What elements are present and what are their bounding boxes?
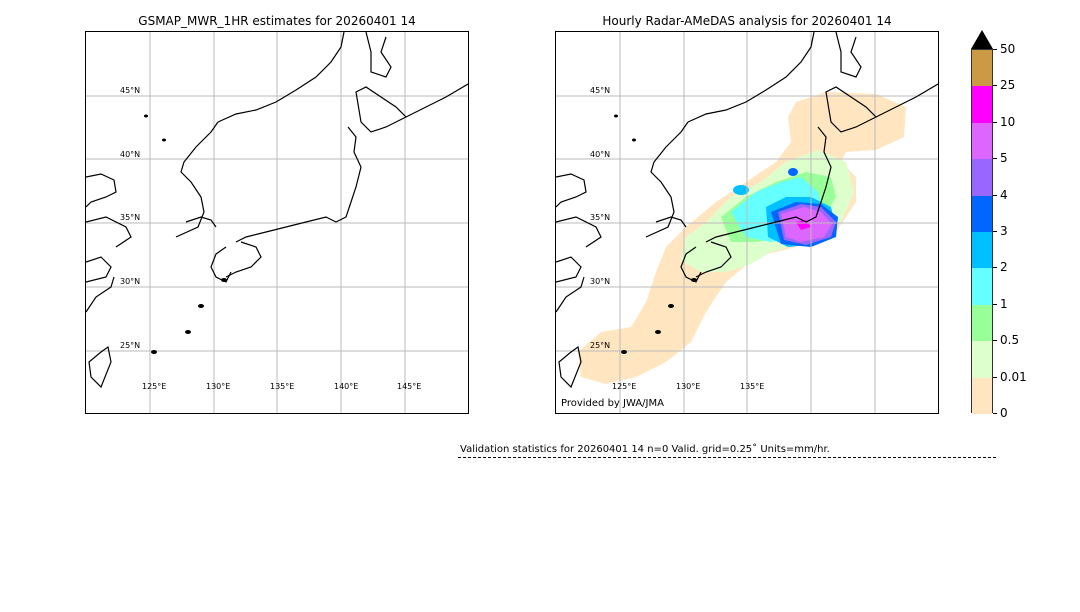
colorbar-tick: [993, 304, 997, 305]
colorbar-tick: [993, 158, 997, 159]
colorbar-label: 1: [1000, 297, 1008, 311]
colorbar-segment: [972, 86, 992, 123]
colorbar-label: 3: [1000, 224, 1008, 238]
colorbar-tick: [993, 413, 997, 414]
data-credit: Provided by JWA/JMA: [561, 398, 664, 409]
left-map-coastlines: [86, 32, 468, 413]
lat-label-30: 30°N: [590, 277, 611, 286]
colorbar-segment: [972, 195, 992, 232]
lon-label-145: 145°E: [397, 382, 422, 391]
colorbar: [971, 49, 993, 414]
lat-label-45: 45°N: [590, 86, 611, 95]
left-panel-title: GSMAP_MWR_1HR estimates for 20260401 14: [138, 14, 416, 28]
lat-label-25: 25°N: [590, 341, 611, 350]
colorbar-label: 25: [1000, 78, 1016, 92]
lon-label-135: 135°E: [270, 382, 295, 391]
lon-label-130: 130°E: [206, 382, 231, 391]
lat-label-40: 40°N: [590, 150, 611, 159]
colorbar-segment: [972, 232, 992, 269]
lon-label-140: 140°E: [334, 382, 359, 391]
colorbar-segment: [972, 50, 992, 87]
lat-label-40: 40°N: [120, 150, 141, 159]
lat-label-35: 35°N: [590, 213, 611, 222]
colorbar-tick: [993, 267, 997, 268]
colorbar-label: 0.01: [1000, 370, 1027, 384]
colorbar-label: 10: [1000, 115, 1016, 129]
lat-label-35: 35°N: [120, 213, 141, 222]
colorbar-tick: [993, 49, 997, 50]
colorbar-extend-arrow: [971, 30, 993, 49]
colorbar-label: 5: [1000, 151, 1008, 165]
right-map-precipitation: [556, 32, 938, 413]
colorbar-label: 4: [1000, 188, 1008, 202]
left-map: 45°N 40°N 35°N 30°N 25°N 125°E 130°E 135…: [85, 31, 469, 414]
colorbar-segment: [972, 341, 992, 378]
lon-label-125: 125°E: [142, 382, 167, 391]
colorbar-segment: [972, 268, 992, 305]
colorbar-tick: [993, 195, 997, 196]
colorbar-tick: [993, 122, 997, 123]
colorbar-label: 2: [1000, 260, 1008, 274]
lon-label-125: 125°E: [612, 382, 637, 391]
colorbar-label: 50: [1000, 42, 1016, 56]
right-panel-title: Hourly Radar-AMeDAS analysis for 2026040…: [602, 14, 892, 28]
lon-label-130: 130°E: [676, 382, 701, 391]
lat-label-30: 30°N: [120, 277, 141, 286]
colorbar-tick: [993, 85, 997, 86]
lon-label-135: 135°E: [740, 382, 765, 391]
colorbar-tick: [993, 340, 997, 341]
colorbar-tick: [993, 231, 997, 232]
lat-label-25: 25°N: [120, 341, 141, 350]
colorbar-segment: [972, 304, 992, 342]
dashed-divider: [458, 457, 996, 458]
colorbar-segment: [972, 377, 992, 414]
colorbar-segment: [972, 122, 992, 160]
validation-statistics: Validation statistics for 20260401 14 n=…: [460, 444, 830, 455]
lat-label-45: 45°N: [120, 86, 141, 95]
colorbar-tick: [993, 377, 997, 378]
right-map: 45°N 40°N 35°N 30°N 25°N 125°E 130°E 135…: [555, 31, 939, 414]
colorbar-segment: [972, 159, 992, 196]
colorbar-label: 0: [1000, 406, 1008, 420]
colorbar-label: 0.5: [1000, 333, 1020, 347]
